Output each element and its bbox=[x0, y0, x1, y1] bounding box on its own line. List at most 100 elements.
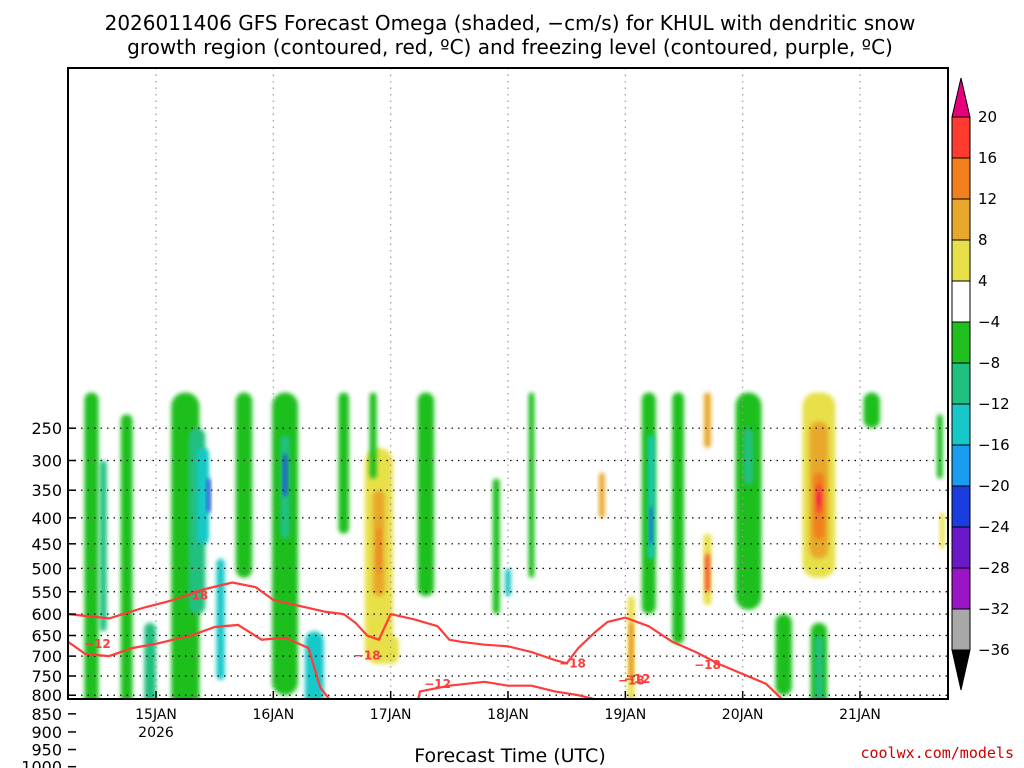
y-tick-label: 400 bbox=[31, 509, 62, 528]
y-tick-label: 950 bbox=[31, 741, 62, 760]
y-tick-label: 350 bbox=[31, 481, 62, 500]
y-tick-label: 450 bbox=[31, 535, 62, 554]
colorbar-segment bbox=[951, 198, 971, 241]
y-tick-label: 250 bbox=[31, 419, 62, 438]
colorbar-label: −28 bbox=[978, 559, 1010, 577]
contour-label-text: −12 bbox=[424, 677, 451, 691]
dgz-minus12-contour bbox=[68, 623, 599, 699]
contour-label-text: −18 bbox=[559, 656, 586, 670]
y-tick-label: 700 bbox=[31, 647, 62, 666]
colorbar-segment bbox=[951, 444, 971, 487]
colorbar-segment bbox=[951, 608, 971, 651]
colorbar-segment bbox=[951, 567, 971, 610]
contour-label: −12 bbox=[84, 637, 111, 651]
omega-blob bbox=[197, 447, 209, 544]
contour-label: −18 bbox=[694, 658, 721, 672]
omega-blob bbox=[120, 414, 133, 699]
y-tick-label: 1000 bbox=[21, 758, 62, 768]
omega-shading bbox=[84, 392, 945, 699]
chart-title-line1: 2026011406 GFS Forecast Omega (shaded, −… bbox=[105, 11, 916, 35]
omega-blob bbox=[598, 472, 605, 518]
colorbar-segment bbox=[951, 485, 971, 528]
colorbar-label: 16 bbox=[978, 149, 997, 167]
chart-title-line2: growth region (contoured, red, ºC) and f… bbox=[127, 35, 893, 59]
omega-blob bbox=[649, 507, 653, 544]
colorbar-label: −4 bbox=[978, 313, 1000, 331]
y-tick-label: 900 bbox=[31, 723, 62, 742]
colorbar-label: −20 bbox=[978, 477, 1010, 495]
gridlines bbox=[68, 68, 948, 699]
contour-label: −12 bbox=[424, 677, 451, 691]
colorbar-segment bbox=[951, 157, 971, 200]
y-tick-label: 550 bbox=[31, 583, 62, 602]
contour-label-text: −12 bbox=[84, 637, 111, 651]
omega-blob bbox=[272, 392, 298, 696]
colorbar-segment bbox=[951, 321, 971, 364]
contour-label: −18 bbox=[354, 648, 381, 662]
contour-label-text: −18 bbox=[354, 648, 381, 662]
y-tick-label: 750 bbox=[31, 667, 62, 686]
colorbar-segment bbox=[951, 280, 971, 323]
omega-blob bbox=[629, 622, 633, 680]
omega-blob bbox=[743, 428, 754, 485]
colorbar-label: −12 bbox=[978, 395, 1010, 413]
omega-blob bbox=[207, 478, 211, 513]
omega-blob bbox=[492, 478, 500, 615]
x-tick-sublabel: 2026 bbox=[138, 725, 174, 741]
omega-blob bbox=[863, 392, 880, 429]
omega-blob bbox=[939, 512, 945, 549]
omega-blob bbox=[648, 434, 655, 559]
omega-blob bbox=[417, 392, 435, 597]
omega-blob bbox=[817, 493, 821, 505]
colorbar-segment bbox=[951, 116, 971, 159]
colorbar-label: 20 bbox=[978, 108, 997, 126]
x-tick-label: 17JAN bbox=[370, 707, 412, 723]
omega-blob bbox=[936, 414, 943, 479]
contour-label-text: −18 bbox=[618, 674, 645, 688]
omega-blob bbox=[84, 392, 99, 699]
omega-blob bbox=[283, 454, 287, 496]
y-tick-label: 300 bbox=[31, 451, 62, 470]
omega-blob bbox=[377, 528, 381, 574]
contour-label-text: −18 bbox=[181, 588, 208, 602]
colorbar-bottom-arrow bbox=[951, 649, 971, 691]
contour-label: −12 bbox=[624, 672, 651, 686]
x-tick-label: 21JAN bbox=[839, 707, 881, 723]
x-axis-ticks: 15JAN 2026 16JAN 17JAN 18JAN 19JAN 20JAN 21JAN bbox=[135, 691, 881, 741]
colorbar-label: 12 bbox=[978, 190, 997, 208]
y-tick-label: 850 bbox=[31, 705, 62, 724]
y-tick-label: 800 bbox=[31, 686, 62, 705]
colorbar-label: 4 bbox=[978, 272, 988, 290]
contour-label: −18 bbox=[618, 674, 645, 688]
omega-blob bbox=[703, 392, 711, 448]
omega-blob bbox=[705, 553, 710, 592]
omega-blob bbox=[528, 392, 535, 578]
colorbar-segment bbox=[951, 403, 971, 446]
colorbar-segment bbox=[951, 239, 971, 282]
colorbar: 20 16 12 8 4 −4 −8 −12 −16 −20 −24 −28 −32 −36 bbox=[951, 77, 1010, 691]
contour-label: −18 bbox=[181, 588, 208, 602]
dgz-minus18-contour bbox=[68, 581, 784, 699]
contour-label: −18 bbox=[559, 656, 586, 670]
x-axis-label: Forecast Time (UTC) bbox=[414, 745, 605, 767]
colorbar-label: −24 bbox=[978, 518, 1010, 536]
y-tick-label: 500 bbox=[31, 559, 62, 578]
x-tick-label: 20JAN bbox=[722, 707, 764, 723]
colorbar-label: −36 bbox=[978, 641, 1010, 659]
omega-blob bbox=[144, 622, 156, 699]
omega-blob bbox=[338, 392, 350, 534]
x-tick-label: 19JAN bbox=[604, 707, 646, 723]
x-tick-label: 16JAN bbox=[252, 707, 294, 723]
contours: −18−12−18−12−18−12−18−12−18−12−12−180 bbox=[68, 581, 784, 699]
y-tick-label: 650 bbox=[31, 627, 62, 646]
omega-blob bbox=[814, 635, 824, 699]
y-tick-label: 600 bbox=[31, 605, 62, 624]
colorbar-label: −16 bbox=[978, 436, 1010, 454]
omega-blob bbox=[735, 392, 762, 610]
omega-blob bbox=[672, 392, 684, 644]
colorbar-label: −8 bbox=[978, 354, 1000, 372]
credit-link[interactable]: coolwx.com/models bbox=[860, 744, 1014, 762]
omega-blob bbox=[99, 460, 107, 632]
omega-blob bbox=[775, 614, 792, 696]
